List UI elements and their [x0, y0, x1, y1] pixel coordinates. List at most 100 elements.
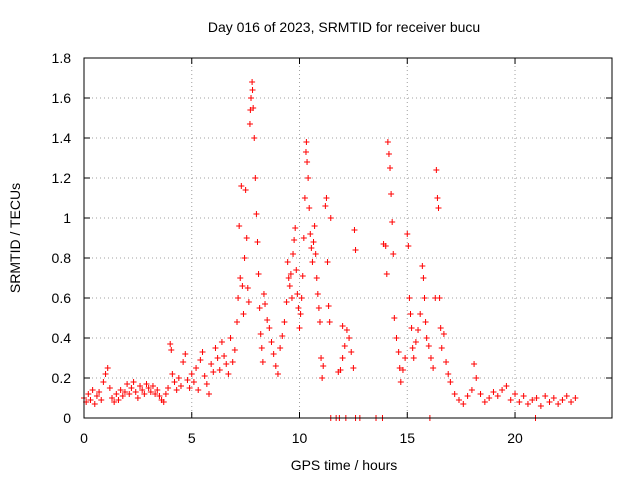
- data-point: [435, 205, 442, 211]
- data-point: [314, 291, 321, 297]
- data-point: [343, 327, 350, 333]
- data-point: [512, 391, 519, 397]
- data-point: [89, 387, 96, 393]
- data-point: [304, 159, 311, 165]
- data-point: [312, 251, 319, 257]
- data-point: [427, 355, 434, 361]
- data-point: [255, 271, 262, 277]
- data-point: [87, 397, 94, 403]
- data-point: [98, 397, 105, 403]
- data-point: [193, 365, 200, 371]
- data-point: [109, 395, 116, 401]
- data-point: [225, 371, 232, 377]
- data-point: [308, 245, 315, 251]
- data-point: [137, 383, 144, 389]
- data-points: [81, 79, 579, 421]
- data-point: [395, 349, 402, 355]
- data-point: [417, 311, 424, 317]
- data-point: [350, 365, 357, 371]
- data-point: [152, 391, 159, 397]
- data-point: [256, 305, 263, 311]
- data-point: [201, 373, 208, 379]
- data-point: [235, 295, 242, 301]
- data-point: [533, 395, 540, 401]
- data-point: [351, 227, 358, 233]
- data-point: [293, 267, 300, 273]
- data-point: [300, 235, 307, 241]
- data-point: [154, 387, 161, 393]
- data-point: [404, 231, 411, 237]
- data-point: [437, 325, 444, 331]
- data-point: [121, 389, 128, 395]
- data-point: [203, 381, 210, 387]
- data-point: [385, 151, 392, 157]
- data-point: [299, 273, 306, 279]
- data-point: [455, 397, 462, 403]
- data-point: [145, 385, 152, 391]
- data-point: [259, 359, 266, 365]
- data-point: [188, 371, 195, 377]
- data-point: [212, 345, 219, 351]
- data-point: [281, 319, 288, 325]
- data-point: [231, 347, 238, 353]
- x-tick-label: 0: [80, 430, 88, 446]
- data-point: [208, 361, 215, 367]
- data-point: [486, 395, 493, 401]
- data-point: [221, 353, 228, 359]
- data-point: [384, 139, 391, 145]
- data-point: [320, 363, 327, 369]
- data-point: [250, 105, 257, 111]
- data-point: [305, 175, 312, 181]
- x-tick-labels: 0 5 10 15 20: [80, 430, 523, 446]
- y-tick-label: 1.6: [52, 90, 72, 106]
- data-point: [447, 379, 454, 385]
- data-point: [96, 389, 103, 395]
- data-point: [298, 295, 305, 301]
- data-point: [396, 365, 403, 371]
- data-point: [223, 361, 230, 367]
- y-tick-label: 0.6: [52, 290, 72, 306]
- data-point: [237, 275, 244, 281]
- data-point: [290, 251, 297, 257]
- data-point: [106, 385, 113, 391]
- data-point: [177, 383, 184, 389]
- data-point: [242, 187, 249, 193]
- data-point: [464, 393, 471, 399]
- data-point: [297, 311, 304, 317]
- y-tick-labels: 0 0.2 0.4 0.6 0.8 1 1.2 1.4 1.6 1.8: [52, 50, 72, 426]
- data-point: [507, 397, 514, 403]
- data-point: [440, 331, 447, 337]
- data-point: [260, 291, 267, 297]
- x-tick-label: 20: [507, 430, 523, 446]
- data-point: [471, 361, 478, 367]
- data-point: [542, 393, 549, 399]
- data-point: [182, 351, 189, 357]
- data-point: [236, 223, 243, 229]
- data-point: [288, 295, 295, 301]
- data-point: [214, 355, 221, 361]
- data-point: [295, 305, 302, 311]
- data-point: [160, 399, 167, 405]
- data-point: [143, 381, 150, 387]
- data-point: [218, 339, 225, 345]
- data-point: [388, 191, 395, 197]
- data-point: [190, 379, 197, 385]
- axis-ticks: [83, 57, 612, 419]
- data-point: [91, 401, 98, 407]
- data-point: [313, 275, 320, 281]
- data-point: [216, 367, 223, 373]
- data-point: [520, 393, 527, 399]
- data-point: [327, 215, 334, 221]
- data-point: [433, 167, 440, 173]
- data-point: [325, 303, 332, 309]
- data-point: [339, 355, 346, 361]
- data-point: [128, 385, 135, 391]
- data-point: [210, 369, 217, 375]
- data-point: [477, 391, 484, 397]
- data-point: [409, 345, 416, 351]
- data-point: [126, 391, 133, 397]
- data-point: [303, 139, 310, 145]
- data-point: [537, 403, 544, 409]
- x-axis-title: GPS time / hours: [291, 457, 398, 473]
